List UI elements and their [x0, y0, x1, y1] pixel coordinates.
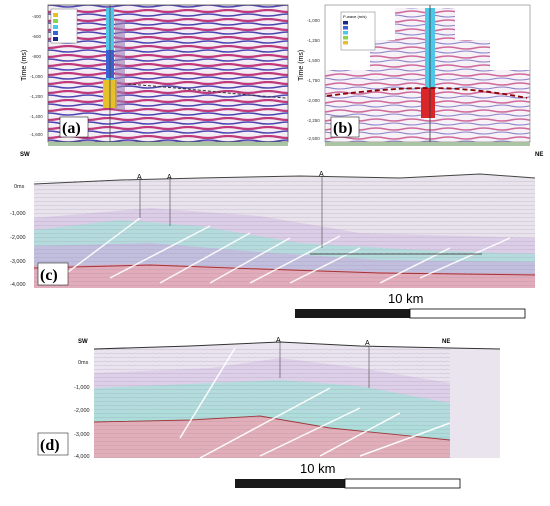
fault-lines [59, 217, 511, 284]
direction-right: NE [442, 339, 450, 345]
tick-label: -2,250 [307, 118, 320, 123]
direction-left: SW [78, 339, 88, 345]
tick-label: -1,500 [307, 58, 320, 63]
y-axis-label: Time (ms) [298, 50, 305, 81]
panel-a: Time (ms) -400 -600 -800 -1,000 -1,200 -… [18, 0, 294, 148]
panel-label: (c) [40, 267, 58, 284]
panel-d: SW NE A A 0ms -1,000 -2,000 -3,000 -4,00 [30, 328, 550, 501]
well-label: A [276, 337, 281, 344]
panel-label: (d) [40, 437, 60, 454]
tick-label: 0ms [78, 360, 89, 366]
legend-title: P-wave (m/s) [343, 14, 367, 19]
tick-label: -4,000 [10, 282, 26, 288]
tick-label: -1,750 [307, 78, 320, 83]
tick-label: -3,000 [10, 259, 26, 265]
panel-label: (a) [62, 120, 81, 137]
well-markers: A A A [137, 171, 324, 248]
panel-label: (b) [333, 120, 353, 137]
panel-a-seismic: Time (ms) -400 -600 -800 -1,000 -1,200 -… [21, 4, 289, 146]
scale-label: 10 km [300, 461, 335, 476]
tick-label: -1,000 [74, 385, 90, 391]
fault-lines [179, 347, 451, 459]
tick-label: -600 [32, 34, 42, 39]
tick-label: -3,000 [74, 432, 90, 438]
well-label: A [137, 174, 142, 181]
well-label: A [167, 174, 172, 181]
scale-bar [235, 479, 345, 488]
well-markers: A A [276, 337, 370, 388]
tick-label: -4,000 [74, 454, 90, 460]
well-label: A [319, 171, 324, 178]
tick-label: 0ms [14, 184, 25, 190]
tick-label: -1,250 [307, 38, 320, 43]
tick-label: -2,500 [307, 136, 320, 141]
panel-c: SW NE A A A [0, 148, 550, 320]
scale-bar [295, 309, 410, 318]
panel-d-section: SW NE A A 0ms -1,000 -2,000 -3,000 -4,00 [37, 337, 501, 489]
y-axis-label: Time (ms) [21, 50, 28, 81]
horizon-line [326, 87, 528, 99]
panel-c-section: SW NE A A A [10, 152, 543, 319]
scale-label: 10 km [388, 291, 423, 306]
tick-label: -1,600 [30, 132, 43, 137]
direction-left: SW [20, 152, 30, 158]
direction-right: NE [535, 152, 543, 158]
tick-label: -400 [32, 14, 42, 19]
well-label: A [365, 340, 370, 347]
panel-b-seismic: P-wave (m/s) Time (ms) -1,000 -1,250 -1,… [298, 4, 531, 146]
tick-label: -2,000 [307, 98, 320, 103]
tick-label: -2,000 [74, 408, 90, 414]
tick-label: -1,000 [307, 18, 320, 23]
tick-label: -1,000 [30, 74, 43, 79]
tick-label: -1,400 [30, 114, 43, 119]
tick-label: -800 [32, 54, 42, 59]
panel-b: P-wave (m/s) Time (ms) -1,000 -1,250 -1,… [295, 0, 535, 148]
tick-label: -2,000 [10, 235, 26, 241]
tick-label: -1,200 [30, 94, 43, 99]
tick-label: -1,000 [10, 211, 26, 217]
